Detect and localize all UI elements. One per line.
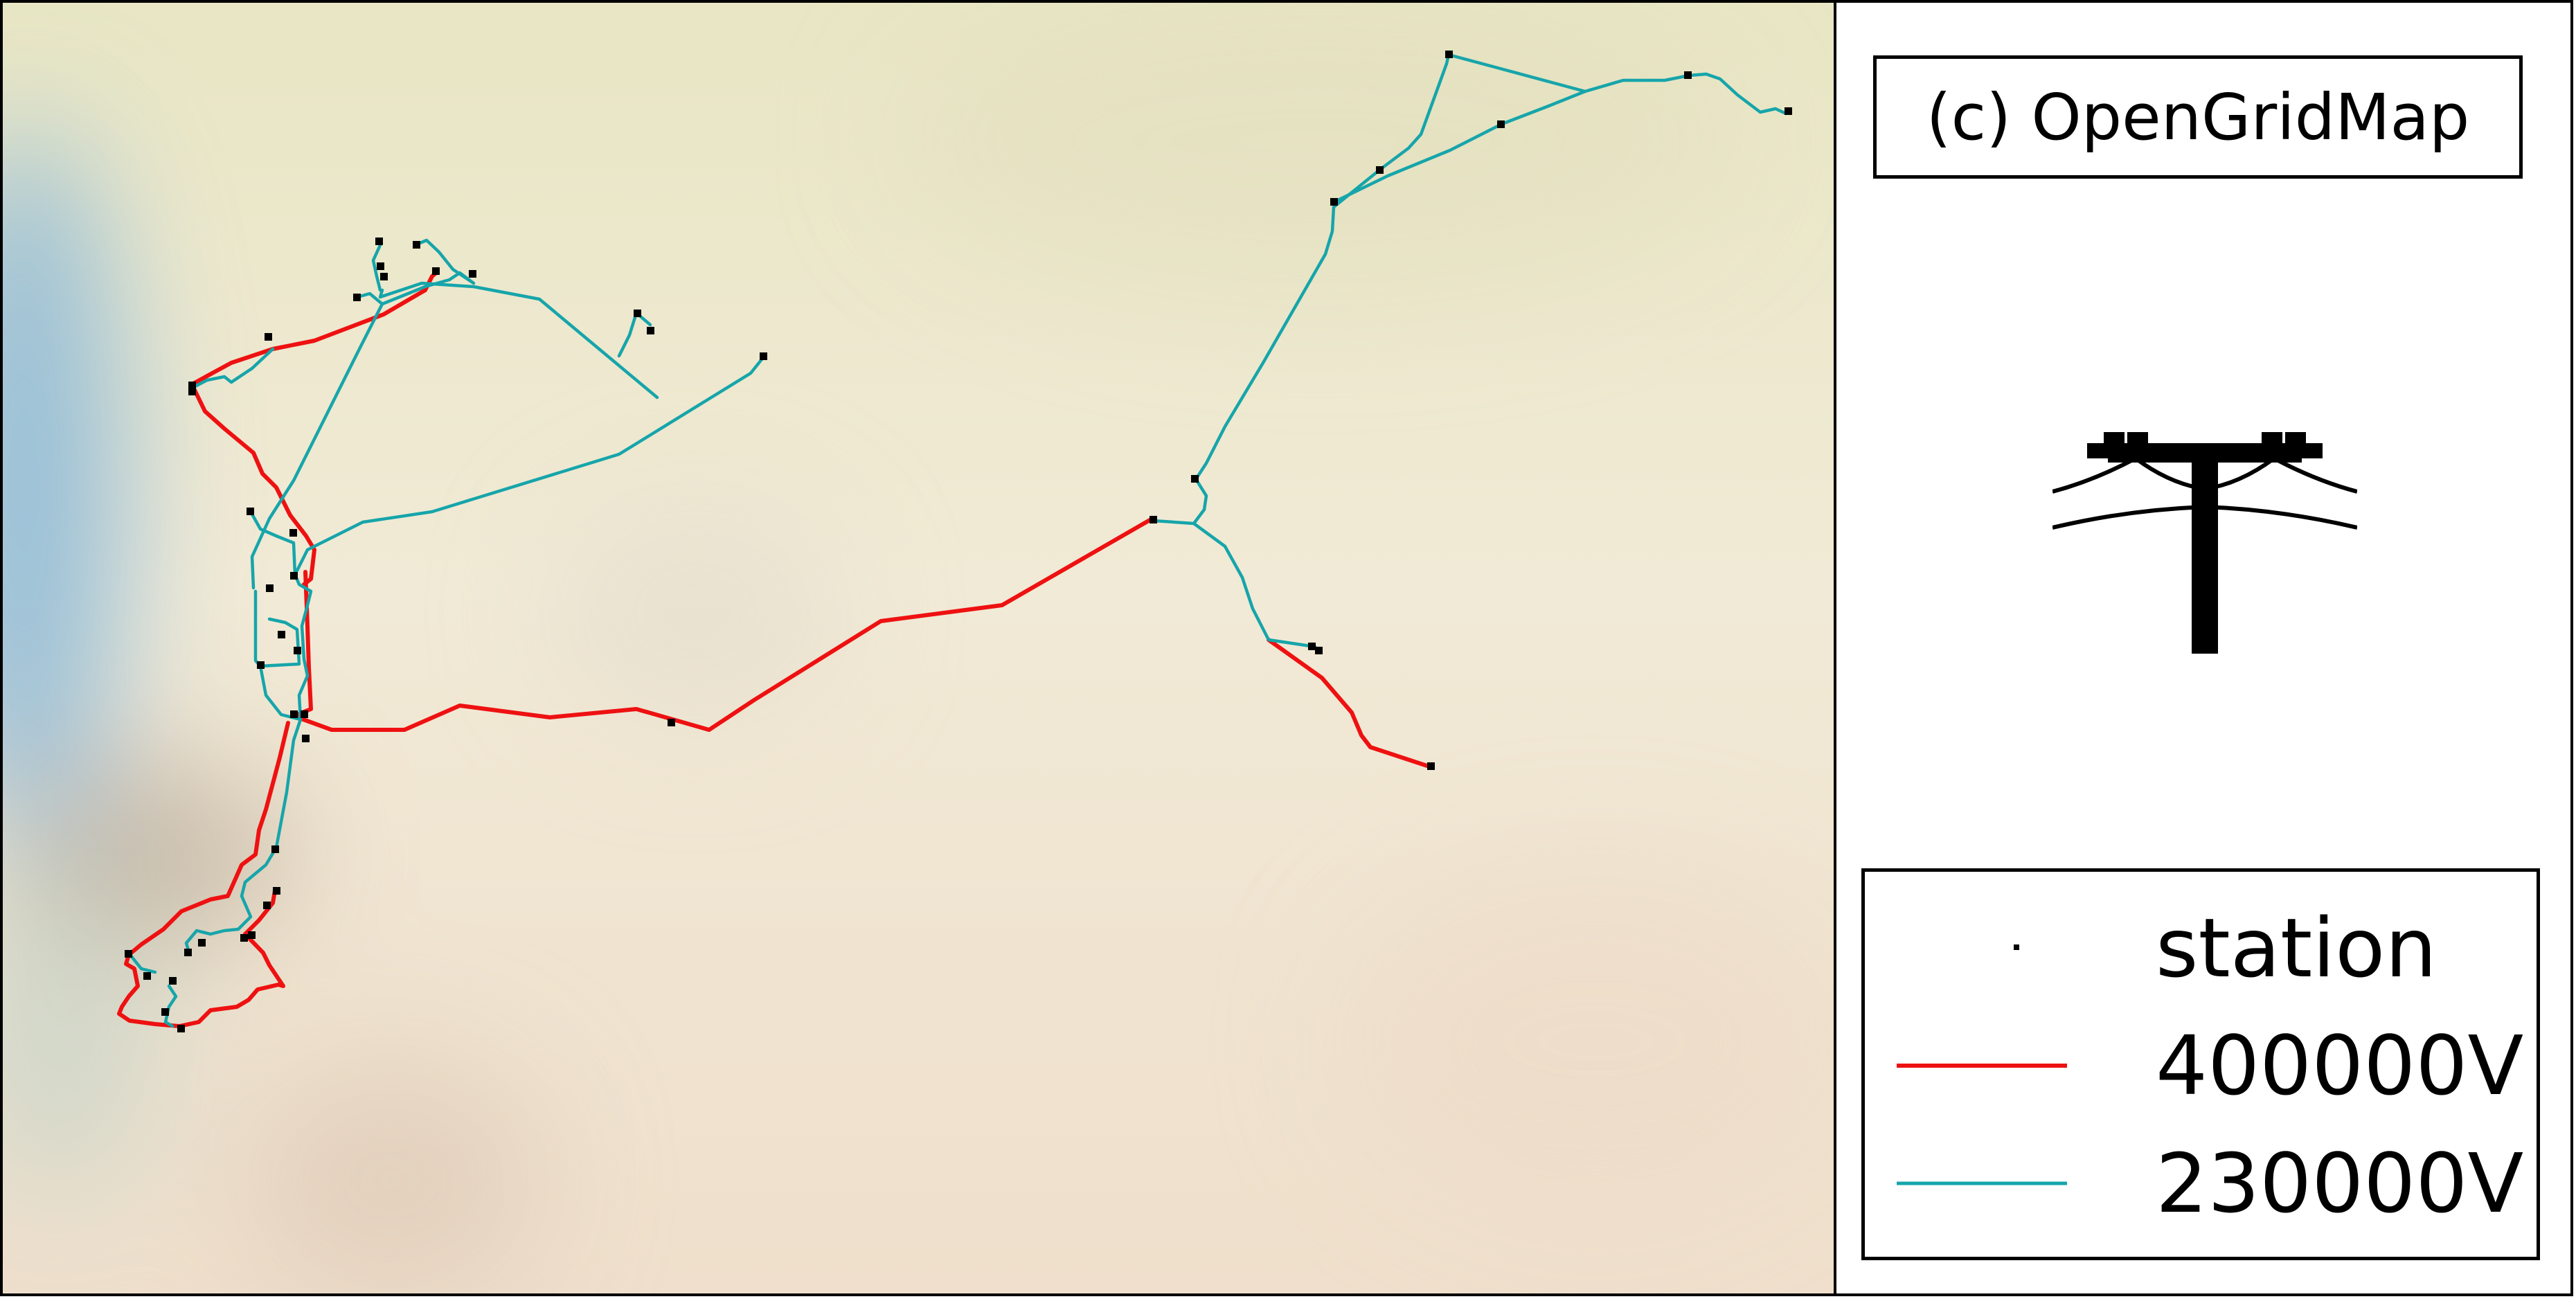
station-marker [240, 934, 248, 942]
attribution-box: (c) OpenGridMap [1873, 55, 2523, 179]
station-marker [668, 719, 675, 726]
station-marker [266, 584, 274, 592]
station-marker [1445, 51, 1453, 58]
station-marker [634, 310, 641, 317]
station-marker [1497, 120, 1505, 128]
map-panel[interactable] [0, 0, 1836, 1296]
station-marker [432, 267, 440, 275]
station-marker [380, 273, 388, 280]
station-marker [271, 845, 279, 853]
station-marker [198, 939, 206, 947]
station-marker [1191, 475, 1199, 483]
station-marker [377, 262, 384, 270]
power-pylon-icon [2052, 432, 2357, 654]
station-marker [1308, 643, 1316, 650]
station-marker [1684, 71, 1692, 79]
station-marker [375, 238, 383, 245]
station-marker [290, 572, 298, 580]
station-marker [647, 327, 654, 334]
legend: station 400000V 230000V [1861, 868, 2540, 1260]
station-marker [143, 972, 151, 980]
legend-label: 400000V [2156, 1010, 2523, 1121]
station-marker [278, 631, 285, 638]
legend-item-station: station [1865, 893, 2537, 1003]
station-marker [247, 508, 254, 515]
grid-map[interactable] [3, 3, 1834, 1293]
station-marker [1150, 516, 1157, 523]
station-marker [1427, 762, 1435, 770]
legend-item-230kv: 230000V [1865, 1128, 2537, 1239]
station-marker [353, 294, 361, 301]
station-marker [263, 902, 271, 909]
legend-item-400kv: 400000V [1865, 1010, 2537, 1121]
line-400kv-swatch [1897, 1010, 2104, 1121]
station-marker [1315, 647, 1323, 654]
station-marker [294, 647, 301, 654]
station-marker [289, 529, 297, 537]
station-marker [161, 1008, 169, 1016]
station-marker [248, 931, 256, 939]
station-marker [760, 352, 767, 360]
line-230kv-swatch [1897, 1128, 2104, 1239]
station-marker [188, 388, 196, 395]
station-marker [169, 977, 177, 985]
station-marker [1376, 166, 1384, 174]
station-marker [125, 950, 132, 958]
side-panel: (c) OpenGridMap station 400000V [1836, 0, 2573, 1296]
station-marker [184, 949, 192, 956]
station-marker [301, 710, 308, 718]
station-marker-icon [1897, 893, 2104, 1003]
station-marker [290, 710, 298, 718]
station-marker [1330, 198, 1338, 206]
station-marker [265, 333, 272, 341]
station-marker [413, 241, 420, 249]
station-marker [257, 661, 265, 669]
station-marker [1785, 107, 1792, 115]
station-marker [177, 1025, 185, 1032]
legend-label: 230000V [2156, 1128, 2523, 1239]
station-marker [469, 270, 476, 278]
basemap-terrain [3, 3, 1834, 1293]
attribution-text: (c) OpenGridMap [1926, 80, 2470, 154]
legend-label: station [2156, 893, 2437, 1003]
station-marker [302, 735, 310, 742]
station-marker [273, 887, 280, 895]
